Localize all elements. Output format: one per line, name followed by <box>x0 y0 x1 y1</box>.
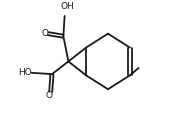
Text: HO: HO <box>19 68 32 77</box>
Text: O: O <box>42 29 49 38</box>
Text: OH: OH <box>60 2 74 11</box>
Text: O: O <box>46 91 53 100</box>
